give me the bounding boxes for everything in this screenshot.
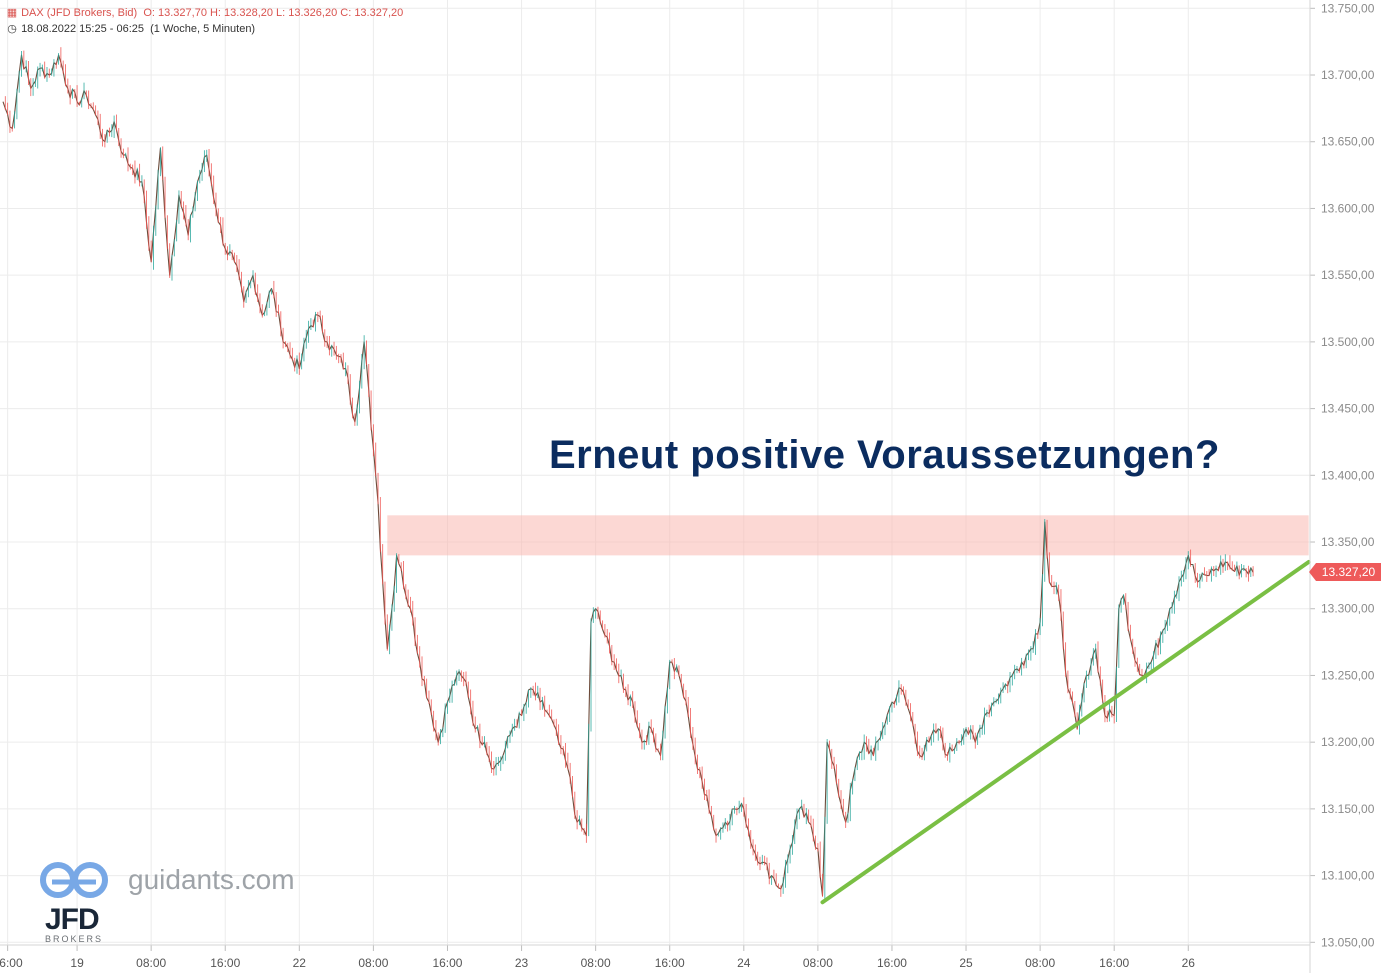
chart-header-range: ◷ 18.08.2022 15:25 - 06:25 (1 Woche, 5 M… — [6, 22, 255, 35]
chart-header-instrument: ▦ DAX (JFD Brokers, Bid) O: 13.327,70 H:… — [6, 6, 403, 19]
y-tick-label: 13.300,00 — [1321, 602, 1375, 616]
y-tick-label: 13.600,00 — [1321, 201, 1375, 215]
candlestick-icon: ▦ — [6, 7, 18, 19]
x-tick-label: 16:00 — [1099, 956, 1129, 970]
y-tick-label: 13.200,00 — [1321, 735, 1375, 749]
chart-grid — [0, 0, 1310, 945]
y-tick-label: 13.350,00 — [1321, 535, 1375, 549]
x-tick-label: 23 — [515, 956, 529, 970]
x-tick-label: 08:00 — [1025, 956, 1055, 970]
x-tick-label: 24 — [737, 956, 751, 970]
x-tick-label: 08:00 — [803, 956, 833, 970]
y-tick-label: 13.400,00 — [1321, 468, 1375, 482]
last-price-tag: 13.327,20 — [1309, 563, 1381, 582]
site-brand: guidants.com — [128, 864, 295, 895]
time-range: 18.08.2022 15:25 - 06:25 — [21, 23, 145, 35]
y-tick-label: 13.100,00 — [1321, 869, 1375, 883]
broker-logo-subtitle: BROKERS — [45, 934, 104, 944]
x-tick-label: 16:00 — [877, 956, 907, 970]
x-tick-label: 16:00 — [0, 956, 23, 970]
x-tick-label: 08:00 — [358, 956, 388, 970]
y-tick-label: 13.750,00 — [1321, 1, 1375, 15]
y-tick-label: 13.150,00 — [1321, 802, 1375, 816]
resistance-zone — [387, 515, 1309, 556]
y-tick-label: 13.050,00 — [1321, 935, 1375, 949]
clock-icon: ◷ — [7, 23, 17, 35]
guidants-logo-icon — [40, 862, 108, 898]
y-tick-label: 13.500,00 — [1321, 335, 1375, 349]
y-tick-label: 13.650,00 — [1321, 135, 1375, 149]
x-tick-label: 19 — [70, 956, 84, 970]
x-tick-label: 16:00 — [432, 956, 462, 970]
x-tick-label: 16:00 — [655, 956, 685, 970]
x-tick-label: 22 — [293, 956, 307, 970]
y-tick-label: 13.250,00 — [1321, 668, 1375, 682]
y-tick-label: 13.450,00 — [1321, 402, 1375, 416]
interval-label: (1 Woche, 5 Minuten) — [150, 23, 256, 35]
price-series-layer — [2, 47, 1254, 900]
broker-logo: JFD — [45, 903, 100, 936]
y-tick-label: 13.700,00 — [1321, 68, 1375, 82]
chart-headline: Erneut positive Voraussetzungen? — [549, 433, 1220, 477]
y-axis: 13.750,00 13.700,00 13.650,00 13.600,00 13.5… — [1309, 0, 1375, 973]
resistance-zone-layer — [387, 515, 1309, 556]
instrument-name: DAX (JFD Brokers, Bid) — [21, 7, 138, 19]
x-tick-label: 26 — [1182, 956, 1196, 970]
ohlc-readout: O: 13.327,70 H: 13.328,20 L: 13.326,20 C… — [143, 7, 404, 19]
y-tick-label: 13.550,00 — [1321, 268, 1375, 282]
support-trendline — [820, 560, 1311, 905]
x-tick-label: 08:00 — [581, 956, 611, 970]
x-tick-label: 08:00 — [136, 956, 166, 970]
x-axis: 16:00 19 08:00 16:00 22 08:00 16:00 23 08:00 16:0… — [0, 944, 1310, 970]
trendline-layer — [820, 560, 1311, 905]
x-tick-label: 25 — [959, 956, 973, 970]
x-tick-label: 16:00 — [210, 956, 240, 970]
